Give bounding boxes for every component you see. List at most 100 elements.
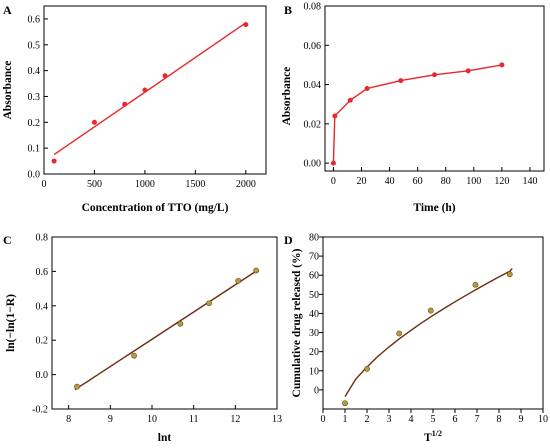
y-tick-label: 0.08 xyxy=(304,2,322,13)
x-tick-label: 2000 xyxy=(236,179,256,190)
chart-panel-d: 0 1 2 3 4 5 6 7 8 9 10 0 10 20 30 40 50 60 70 80 D T1/2 Cumula… xyxy=(284,233,548,445)
y-tick-label: 0.1 xyxy=(28,144,41,155)
x-axis-label-sup: 1/2 xyxy=(432,429,442,438)
data-point xyxy=(396,330,403,337)
panel-label: C xyxy=(3,233,12,247)
x-tick-label: 2 xyxy=(365,414,370,425)
x-tick-label: 1500 xyxy=(185,179,205,190)
fit-line xyxy=(74,269,259,391)
x-tick-label: 8 xyxy=(66,414,71,425)
y-tick-label: 0.04 xyxy=(304,80,322,91)
y-tick-label: 0.2 xyxy=(36,336,49,347)
x-axis-label: lnt xyxy=(158,432,172,444)
fit-curve xyxy=(344,268,513,397)
y-axis-label: Absorbance xyxy=(281,67,293,126)
x-tick-label: 3 xyxy=(387,414,392,425)
data-point xyxy=(347,97,353,103)
data-point xyxy=(499,62,505,68)
x-tick-label: 12 xyxy=(230,414,240,425)
data-point xyxy=(342,400,348,407)
x-axis-label: Concentration of TTO (mg/L) xyxy=(82,202,229,214)
y-tick-label: -0.2 xyxy=(32,405,48,416)
panel-label: D xyxy=(284,233,293,247)
x-tick-label: 9 xyxy=(519,414,524,425)
data-point xyxy=(243,22,249,28)
y-tick-label: 70 xyxy=(309,252,319,263)
x-tick-label: 500 xyxy=(87,179,102,190)
data-point xyxy=(206,300,212,307)
data-point xyxy=(506,271,513,278)
y-tick-label: 0.6 xyxy=(28,14,41,25)
chart-panel-a: 0 500 1000 1500 2000 0.0 0.1 0.2 0.3 0.4 0.5 0.6 A Co… xyxy=(2,3,267,214)
y-tick-label: 0.4 xyxy=(28,66,41,77)
x-tick-label: 20 xyxy=(357,176,367,187)
x-axis-label: T1/2 xyxy=(424,429,442,444)
plot-frame xyxy=(43,5,267,175)
x-tick-label: 5 xyxy=(431,414,436,425)
x-axis-label-main: T xyxy=(424,432,432,444)
panel-label: B xyxy=(284,3,292,17)
y-tick-label: 0.3 xyxy=(28,92,41,103)
plot-frame xyxy=(51,236,278,410)
fit-line xyxy=(53,22,247,156)
data-point xyxy=(472,281,479,288)
data-point xyxy=(122,101,128,107)
data-point xyxy=(131,352,137,359)
y-axis-label: Cumulative drug released (%) xyxy=(291,248,303,397)
y-tick-label: 0 xyxy=(314,385,319,396)
data-point xyxy=(398,78,404,84)
data-point xyxy=(330,160,336,166)
data-point xyxy=(51,158,57,164)
data-point xyxy=(162,73,168,79)
y-tick-label: 0.2 xyxy=(28,118,41,129)
y-tick-label: 80 xyxy=(309,233,319,244)
data-point xyxy=(91,119,97,125)
data-point xyxy=(142,87,148,93)
series-line xyxy=(332,64,503,164)
data-point xyxy=(235,277,242,284)
y-tick-label: 20 xyxy=(309,347,319,358)
x-tick-label: 8 xyxy=(497,414,502,425)
x-tick-label: 10 xyxy=(147,414,157,425)
data-point xyxy=(177,320,184,327)
y-tick-label: 0.0 xyxy=(36,370,49,381)
data-point xyxy=(431,72,437,78)
y-tick-label: 0.02 xyxy=(304,119,322,130)
data-point xyxy=(427,307,434,314)
data-point xyxy=(465,68,471,74)
data-point xyxy=(74,383,80,390)
x-tick-label: 13 xyxy=(272,414,282,425)
x-tick-label: 140 xyxy=(522,176,537,187)
x-tick-label: 1000 xyxy=(135,179,155,190)
x-axis-label: Time (h) xyxy=(413,202,455,214)
data-point xyxy=(364,86,370,92)
chart-panel-b: 0 20 40 60 80 100 120 140 0.00 0.02 0.04 0.06 0.08 B T… xyxy=(281,2,545,214)
x-tick-label: 0 xyxy=(321,414,326,425)
x-tick-label: 40 xyxy=(385,176,395,187)
x-tick-label: 1 xyxy=(343,414,348,425)
y-tick-label: 0.0 xyxy=(28,170,41,181)
plot-frame xyxy=(322,236,544,410)
x-tick-label: 6 xyxy=(453,414,458,425)
x-tick-label: 100 xyxy=(466,176,481,187)
x-tick-label: 9 xyxy=(108,414,113,425)
y-tick-label: 10 xyxy=(309,366,319,377)
x-tick-label: 10 xyxy=(538,414,548,425)
x-tick-label: 4 xyxy=(409,414,414,425)
data-point xyxy=(332,113,338,119)
x-tick-label: 7 xyxy=(475,414,480,425)
panel-label: A xyxy=(3,3,12,17)
y-tick-label: 0.06 xyxy=(304,41,322,52)
y-tick-label: 30 xyxy=(309,328,319,339)
y-tick-label: 0.6 xyxy=(36,267,49,278)
data-point xyxy=(364,365,370,372)
y-axis-label: ln(−ln(1−R) xyxy=(5,294,17,352)
y-tick-label: 60 xyxy=(309,271,319,282)
y-tick-label: 50 xyxy=(309,290,319,301)
x-tick-label: 0 xyxy=(42,179,47,190)
y-axis-label: Absorbance xyxy=(2,61,14,120)
y-tick-label: 0.4 xyxy=(36,301,49,312)
y-tick-label: 0.5 xyxy=(28,40,41,51)
